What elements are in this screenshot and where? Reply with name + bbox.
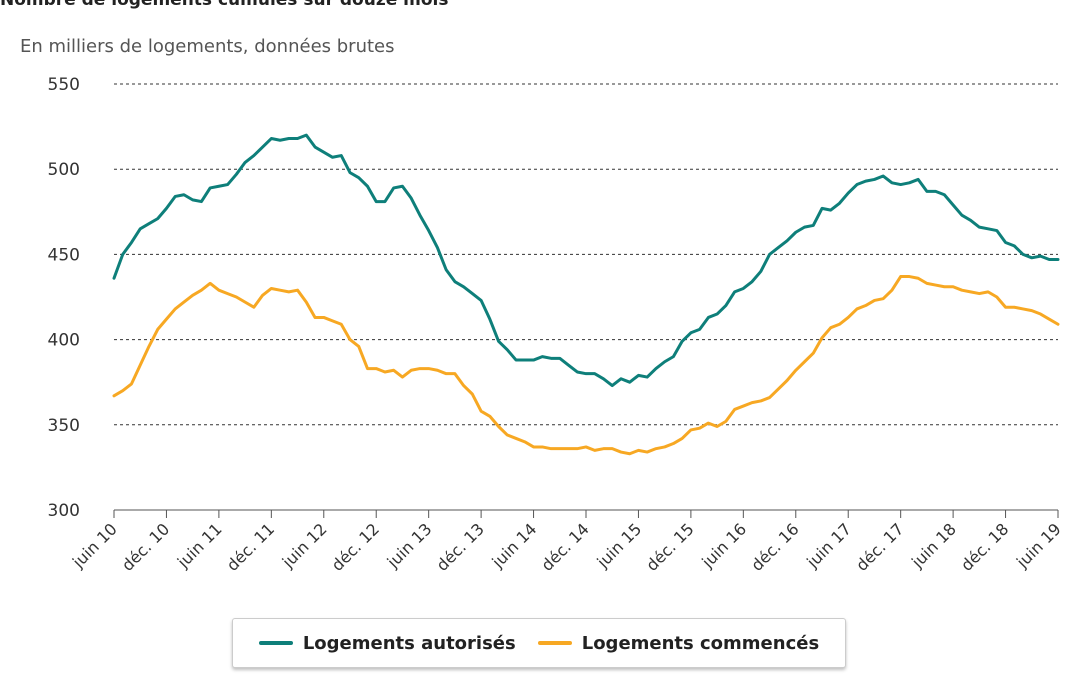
chart-subtitle: En milliers de logements, données brutes [20,36,395,57]
y-tick-label-550: 550 [48,75,80,95]
x-tick-label: juin 16 [697,519,750,572]
legend-swatch-autorises [258,641,293,645]
x-tick-label: juin 12 [278,519,331,572]
legend-label-autorises: Logements autorisés [302,632,516,654]
x-tick-label: juin 15 [593,519,646,572]
x-tick-label: déc. 14 [537,519,592,574]
legend-swatch-commences [537,641,572,645]
x-tick-label: juin 17 [802,519,855,572]
legend-label-commences: Logements commencés [581,632,820,654]
series-layer [112,133,1060,456]
y-tick-label-450: 450 [48,245,80,265]
x-tick-label: déc. 12 [328,519,383,574]
x-tick-label: juin 10 [68,519,121,572]
series-line-autorises[interactable] [112,133,1060,388]
y-tick-label-350: 350 [48,416,80,436]
x-tick-label: déc. 11 [223,519,278,574]
x-tick-label: juin 13 [383,519,436,572]
y-tick-label-500: 500 [48,160,80,180]
x-tick-label: déc. 13 [433,519,488,574]
legend-item-autorises[interactable]: Logements autorisés [258,632,516,654]
y-axis: 300 350 400 450 500 550 [48,75,80,521]
x-tick-label: déc. 16 [747,519,802,574]
legend: Logements autorisés Logements commencés [232,618,846,668]
legend-item-commences[interactable]: Logements commencés [537,632,820,654]
series-line-commences[interactable] [112,275,1060,456]
x-tick-label: déc. 17 [852,519,907,574]
x-tick-label: déc. 10 [118,519,173,574]
x-tick-label: déc. 15 [642,519,697,574]
x-tick-label: déc. 18 [957,519,1012,574]
x-tick-label: juin 18 [907,519,960,572]
x-tick-label: juin 11 [173,519,226,572]
y-tick-label-300: 300 [48,501,80,521]
chart-title: Nombre de logements cumulés sur douze mo… [0,0,449,10]
x-tick-label: juin 19 [1012,519,1065,572]
x-tick-label: juin 14 [488,519,541,572]
grid-layer [114,83,1058,426]
y-tick-label-400: 400 [48,331,80,351]
